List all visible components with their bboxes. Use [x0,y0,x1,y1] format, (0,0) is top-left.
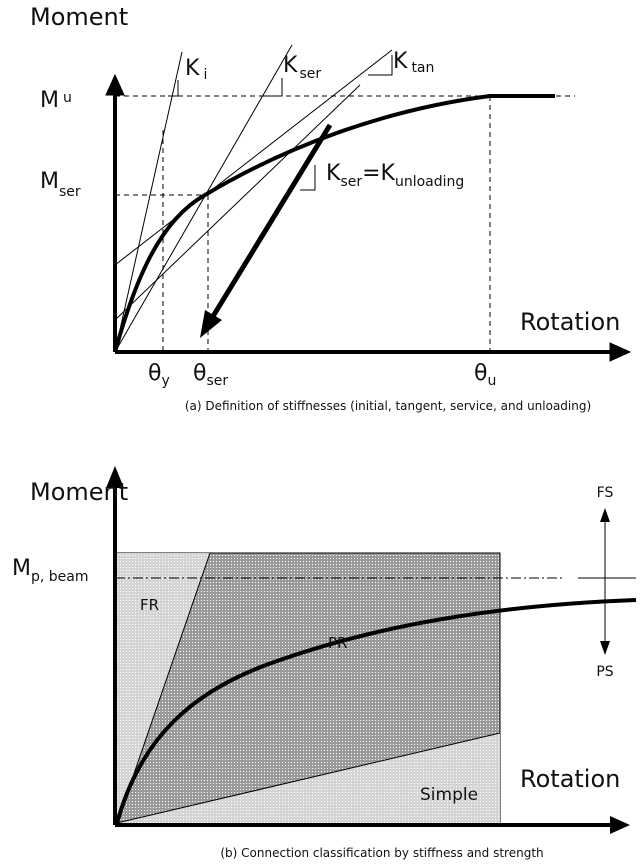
arrow [609,342,632,362]
label: PS [596,664,613,680]
label: Moment [30,3,128,31]
stiffness-lines [114,44,393,353]
label: Rotation [520,308,620,336]
caption: (b) Connection classification by stiffne… [220,846,543,860]
unloading-arrow [209,123,333,320]
label: θu [474,361,496,389]
label: FS [597,485,614,501]
label: Moment [30,478,128,506]
label: θy [148,361,170,389]
arrow [106,466,124,488]
arrow [600,641,610,655]
curve [113,94,555,353]
panel-b [106,466,637,834]
caption: (a) Definition of stiffnesses (initial, … [185,399,591,413]
label: Mp, beam [12,556,89,585]
boundary [116,732,501,824]
panel-a [105,44,632,362]
region-label: Simple [420,785,478,805]
label: Rotation [520,765,620,793]
label: Mser [40,169,81,200]
arrow [200,310,222,338]
arrow [600,508,610,522]
region-label: PR [328,634,347,652]
guides [115,95,575,352]
label: Kser=Kunloading [326,161,464,190]
arrow [610,816,630,834]
region-label: FR [140,596,159,614]
curve [115,598,637,824]
label: θser [193,361,228,389]
arrow [105,73,125,96]
